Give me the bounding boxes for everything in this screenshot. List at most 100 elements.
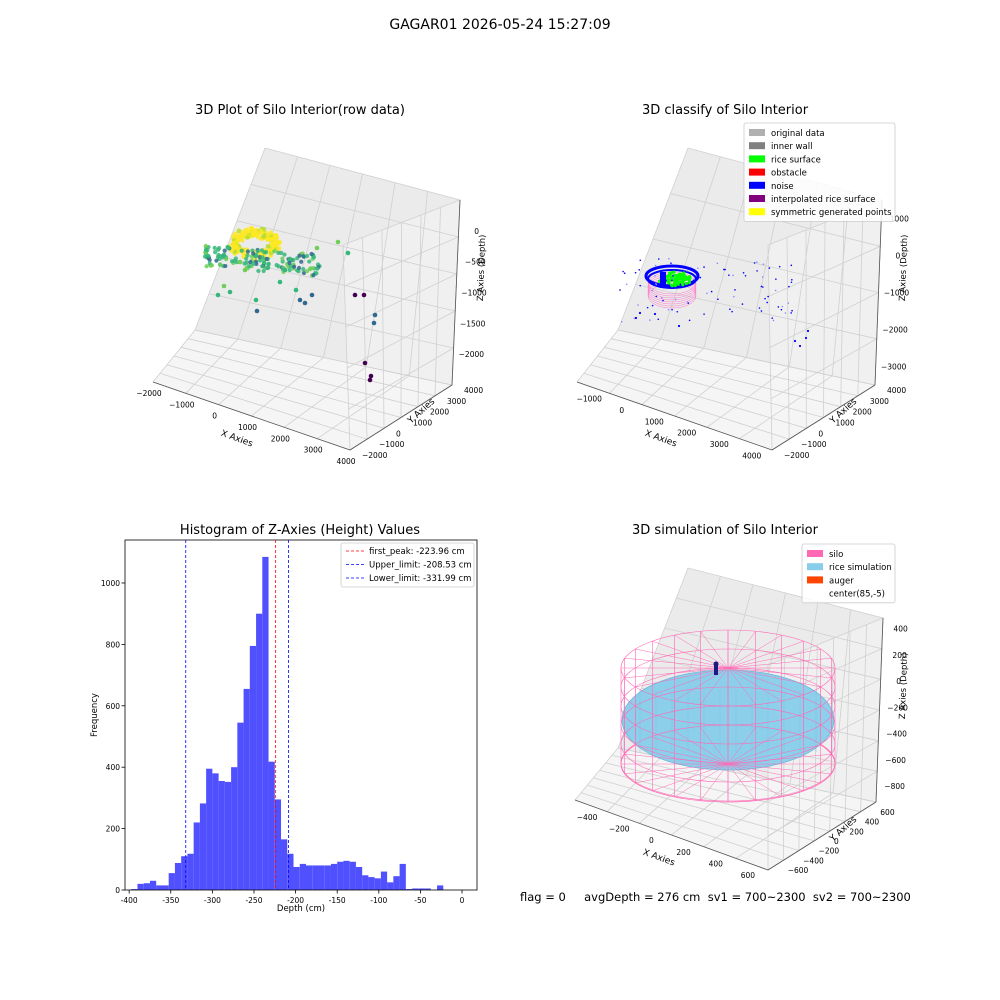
- z-tick-label: −1000: [884, 289, 910, 298]
- noise-point: [788, 285, 790, 288]
- data-point: [270, 236, 276, 242]
- rice-surface-point: [684, 281, 688, 286]
- x-tick-label: 1000: [238, 423, 257, 432]
- x-tick-label: 200: [676, 848, 691, 857]
- noise-point: [693, 269, 696, 272]
- noise-point: [756, 261, 758, 263]
- data-point: [202, 254, 208, 259]
- histogram-bar: [349, 861, 356, 890]
- y-tick-label: −600: [788, 866, 809, 875]
- x-tick-label: 1000: [645, 417, 664, 426]
- noise-point: [670, 262, 672, 264]
- data-point: [209, 263, 215, 268]
- data-point: [247, 264, 252, 269]
- histogram-bar: [168, 873, 175, 890]
- data-point: [335, 239, 341, 245]
- silo-roof-line: [624, 667, 729, 679]
- noise-point: [774, 289, 777, 292]
- data-point: [253, 297, 259, 303]
- histogram-bar: [243, 688, 250, 890]
- z-tick-label: 1000: [890, 215, 909, 224]
- histogram-bar: [287, 853, 294, 890]
- noise-point: [639, 259, 642, 262]
- data-point: [301, 254, 306, 259]
- data-point: [207, 257, 212, 263]
- data-point: [372, 312, 378, 318]
- data-point: [309, 251, 314, 257]
- data-point: [280, 256, 285, 261]
- histogram-bar: [162, 885, 169, 890]
- histogram-bar: [237, 722, 244, 890]
- data-point: [291, 257, 296, 263]
- x-axis-line: [574, 799, 769, 871]
- noise-point: [671, 279, 673, 282]
- floor-pane: [575, 748, 876, 870]
- plot1-3d-raw-data: −2000 −1000 0 1000 2000 3000 4000 −2000 −1000 0 10…: [136, 147, 488, 466]
- rice-surface-point: [674, 274, 678, 278]
- data-point: [261, 234, 267, 239]
- plot4-3d-simulation: −400−2000200400600−600−400−2000200400600…: [574, 543, 910, 880]
- y-axis-line: [771, 384, 876, 451]
- noise-point: [790, 264, 793, 267]
- data-point: [218, 263, 223, 268]
- histogram-bar: [193, 822, 200, 890]
- z-axis-line: [874, 199, 883, 386]
- x-axis-label: X Axies: [643, 429, 678, 450]
- z-tick-label: −600: [885, 756, 906, 765]
- noise-point: [674, 298, 677, 301]
- silo-floor-line: [727, 763, 804, 792]
- y-tick-label: 600: [880, 808, 895, 817]
- noise-point: [728, 274, 730, 276]
- noise-point: [741, 303, 744, 305]
- noise-point: [679, 283, 682, 286]
- data-point: [216, 247, 221, 252]
- noise-point: [671, 308, 673, 311]
- silo-floor-line: [674, 730, 729, 765]
- silo-roof-line: [674, 667, 729, 702]
- noise-point: [661, 297, 663, 299]
- data-point: [237, 259, 243, 265]
- noise-point: [692, 278, 695, 281]
- noise-point: [686, 301, 689, 303]
- rice-surface-point: [678, 272, 682, 276]
- noise-point: [766, 301, 768, 304]
- legend-entry: obstacle: [771, 169, 807, 179]
- noise-point: [758, 307, 761, 309]
- histogram-bar: [218, 781, 225, 890]
- legend-swatch: [749, 208, 765, 216]
- plot2-title: 3D classify of Silo Interior: [641, 103, 809, 118]
- y-axis-line: [767, 801, 877, 871]
- data-point: [282, 252, 287, 257]
- noise-point: [638, 311, 642, 315]
- z-axis-label: Z Axies (Depth): [898, 652, 910, 719]
- noise-point: [780, 308, 783, 311]
- rice-surface-point: [680, 280, 684, 284]
- data-point: [231, 240, 237, 246]
- noise-point: [697, 267, 699, 270]
- data-point: [315, 266, 320, 271]
- noise-point: [703, 313, 705, 315]
- y-tick-label: 400: [865, 818, 880, 827]
- plot2-3d-classify: −1000 0 1000 2000 3000 4000 −2000 −1000 0 1000 200…: [577, 122, 910, 460]
- y-tick-label: 0: [834, 837, 839, 846]
- x-tick-label: -150: [329, 896, 346, 905]
- legend-box: [801, 543, 896, 604]
- legend-swatch: [749, 195, 765, 202]
- noise-point: [686, 270, 688, 272]
- data-point: [287, 267, 292, 273]
- noise-point: [648, 270, 651, 273]
- silo-roof-line: [727, 631, 756, 669]
- x-tick-label: 0: [619, 406, 624, 415]
- x-tick-label: 600: [741, 871, 756, 880]
- noise-point: [638, 269, 641, 271]
- noise-point: [793, 339, 797, 343]
- noise-point: [724, 268, 726, 271]
- data-point: [223, 263, 228, 269]
- data-point: [224, 257, 229, 262]
- histogram-bar: [231, 767, 238, 890]
- y-tick-label: 600: [106, 702, 121, 711]
- histogram-bar: [399, 863, 406, 890]
- plot3-histogram: -400 -350 -300 -250 -200 -150 -100 -50 0 0 200 400 6…: [90, 539, 478, 914]
- histogram-bar: [256, 613, 263, 890]
